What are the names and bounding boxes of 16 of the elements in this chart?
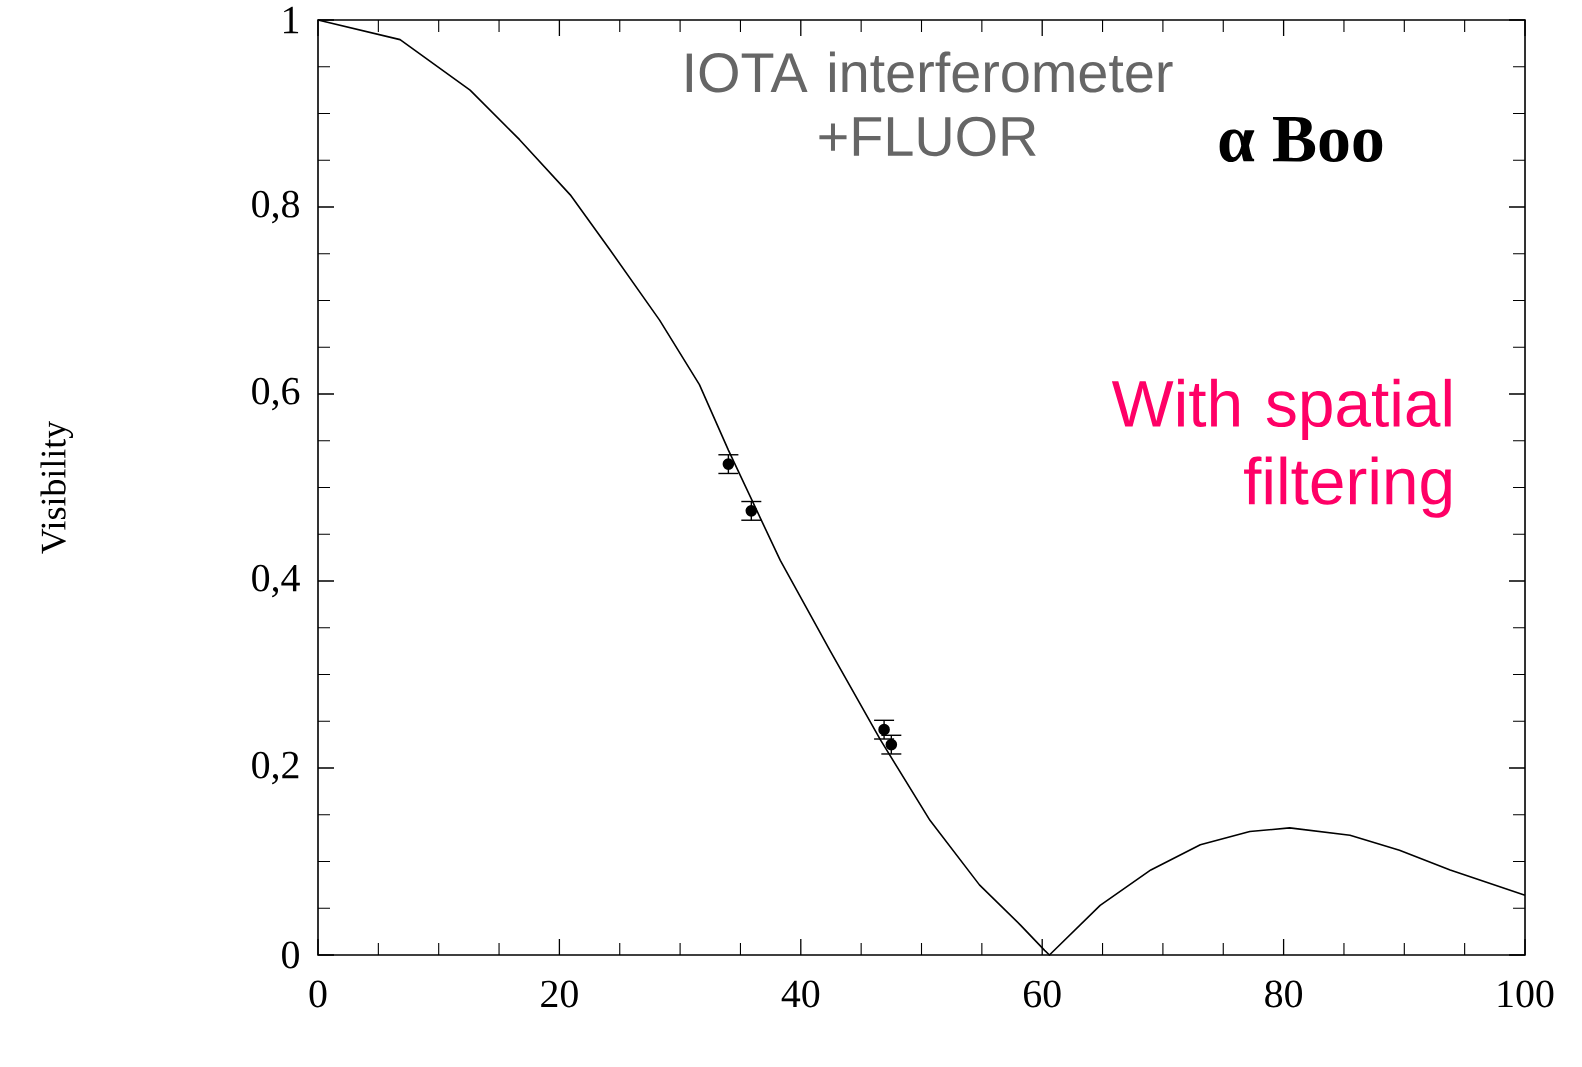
x-tick-label: 60 [1024,980,1061,1008]
annotation: α Boo [1219,117,1383,163]
x-tick-label: 40 [781,980,820,1008]
annotation: IOTA interferometer +FLUOR [686,51,1173,157]
y-tick-label: 1 [284,6,299,34]
y-axis-title: Visibility [40,420,74,554]
y-tick-label: 0,8 [252,190,299,224]
x-tick-label: 100 [1498,980,1554,1008]
x-tick-label: 80 [1265,980,1303,1008]
y-tick-label: 0,4 [252,564,300,598]
x-tick-label: 0 [309,980,327,1008]
y-tick-label: 0,2 [252,751,299,785]
y-tick-label: 0 [282,941,299,969]
annotation: With spatial filtering [1111,378,1451,518]
y-tick-label: 0,6 [252,377,300,411]
x-tick-label: 20 [541,980,578,1008]
